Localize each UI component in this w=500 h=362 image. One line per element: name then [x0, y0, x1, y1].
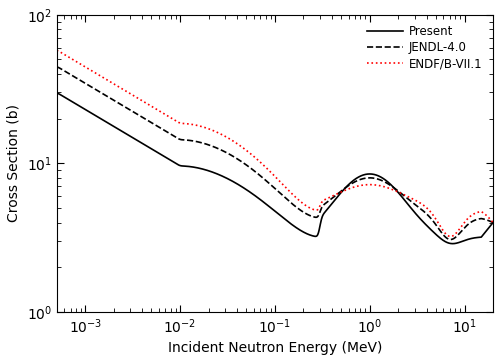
Present — [450, 241, 456, 246]
ENDF/B-VII.1 — [478, 210, 484, 214]
Present — [478, 235, 484, 239]
Present — [254, 195, 260, 199]
ENDF/B-VII.1 — [76, 61, 82, 65]
JENDL-4.0 — [448, 237, 454, 242]
Present — [76, 104, 82, 108]
JENDL-4.0 — [76, 77, 82, 82]
Line: JENDL-4.0: JENDL-4.0 — [56, 67, 493, 240]
JENDL-4.0 — [490, 220, 496, 225]
ENDF/B-VII.1 — [398, 191, 404, 195]
ENDF/B-VII.1 — [254, 157, 260, 161]
X-axis label: Incident Neutron Energy (MeV): Incident Neutron Energy (MeV) — [168, 341, 382, 355]
JENDL-4.0 — [266, 181, 272, 185]
Present — [266, 204, 272, 209]
ENDF/B-VII.1 — [54, 49, 60, 53]
JENDL-4.0 — [478, 216, 484, 221]
Present — [478, 235, 484, 239]
Present — [490, 220, 496, 225]
ENDF/B-VII.1 — [448, 234, 454, 239]
Y-axis label: Cross Section (b): Cross Section (b) — [7, 104, 21, 222]
ENDF/B-VII.1 — [490, 220, 496, 225]
Present — [398, 193, 404, 197]
Legend: Present, JENDL-4.0, ENDF/B-VII.1: Present, JENDL-4.0, ENDF/B-VII.1 — [363, 21, 487, 75]
ENDF/B-VII.1 — [266, 168, 272, 172]
JENDL-4.0 — [398, 190, 404, 195]
ENDF/B-VII.1 — [478, 210, 484, 214]
JENDL-4.0 — [478, 216, 484, 221]
Line: Present: Present — [56, 93, 493, 244]
Present — [54, 91, 60, 96]
JENDL-4.0 — [254, 171, 260, 176]
JENDL-4.0 — [54, 65, 60, 69]
Line: ENDF/B-VII.1: ENDF/B-VII.1 — [56, 51, 493, 236]
